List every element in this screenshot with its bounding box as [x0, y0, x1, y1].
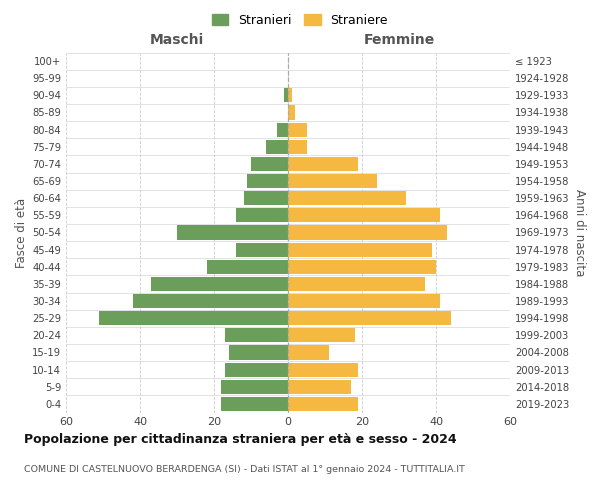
Bar — [266, 140, 288, 154]
Bar — [288, 311, 451, 325]
Bar — [288, 157, 358, 171]
Bar — [288, 277, 425, 291]
Bar — [288, 140, 307, 154]
Bar — [288, 174, 377, 188]
Bar — [288, 328, 355, 342]
Legend: Stranieri, Straniere: Stranieri, Straniere — [207, 8, 393, 32]
Text: Femmine: Femmine — [364, 34, 434, 48]
Bar — [151, 277, 288, 291]
Bar — [288, 106, 295, 120]
Bar — [229, 346, 288, 360]
Bar — [99, 311, 288, 325]
Bar — [251, 157, 288, 171]
Bar — [288, 380, 351, 394]
Bar — [221, 380, 288, 394]
Bar — [206, 260, 288, 274]
Bar — [288, 346, 329, 360]
Text: Maschi: Maschi — [150, 34, 204, 48]
Bar — [288, 362, 358, 376]
Bar — [288, 397, 358, 411]
Bar — [236, 208, 288, 222]
Bar — [244, 191, 288, 205]
Bar — [288, 226, 447, 239]
Bar — [284, 88, 288, 102]
Bar — [288, 191, 406, 205]
Bar — [288, 122, 307, 136]
Y-axis label: Fasce di età: Fasce di età — [15, 198, 28, 268]
Bar — [277, 122, 288, 136]
Bar — [288, 88, 292, 102]
Text: COMUNE DI CASTELNUOVO BERARDENGA (SI) - Dati ISTAT al 1° gennaio 2024 - TUTTITAL: COMUNE DI CASTELNUOVO BERARDENGA (SI) - … — [24, 465, 465, 474]
Bar — [133, 294, 288, 308]
Bar — [221, 397, 288, 411]
Bar — [236, 242, 288, 256]
Bar — [288, 294, 440, 308]
Bar — [225, 362, 288, 376]
Bar — [177, 226, 288, 239]
Bar — [288, 242, 432, 256]
Bar — [225, 328, 288, 342]
Bar — [288, 260, 436, 274]
Bar — [247, 174, 288, 188]
Text: Popolazione per cittadinanza straniera per età e sesso - 2024: Popolazione per cittadinanza straniera p… — [24, 432, 457, 446]
Y-axis label: Anni di nascita: Anni di nascita — [573, 189, 586, 276]
Bar — [288, 208, 440, 222]
